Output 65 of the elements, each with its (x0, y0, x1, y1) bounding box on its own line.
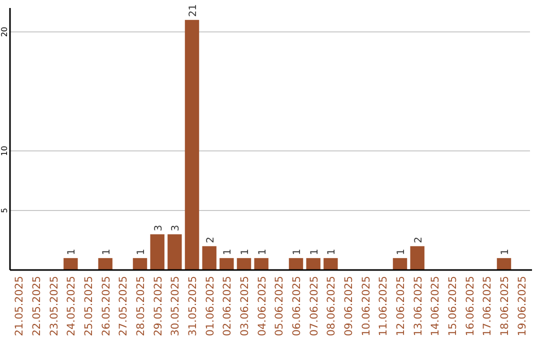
x-tick-label: 02.06.2025 (222, 276, 234, 336)
data-label: 2 (205, 236, 216, 244)
bar (410, 246, 424, 270)
data-label: 1 (326, 248, 338, 256)
x-tick-label: 19.06.2025 (516, 276, 528, 336)
y-tick-label: 5 (0, 208, 9, 213)
x-tick-label: 25.05.2025 (83, 276, 95, 336)
x-tick-label: 14.06.2025 (430, 276, 442, 336)
bar (254, 258, 268, 270)
x-tick-label: 31.05.2025 (187, 276, 199, 336)
x-tick-label: 23.05.2025 (48, 276, 60, 336)
x-tick-label: 30.05.2025 (170, 276, 182, 336)
bar (306, 258, 320, 270)
bar (132, 258, 148, 270)
data-label: 2 (413, 236, 424, 244)
data-label: 1 (396, 248, 407, 256)
x-tick-label: 05.06.2025 (274, 276, 286, 336)
x-tick-label: 03.06.2025 (239, 276, 251, 336)
bar (64, 258, 78, 270)
data-label: 1 (101, 248, 112, 256)
x-tick-label: 01.06.2025 (204, 276, 216, 336)
bar (220, 258, 234, 270)
data-label: 1 (309, 248, 320, 256)
data-label: 21 (188, 4, 199, 17)
x-tick-label: 16.06.2025 (464, 276, 476, 336)
bar (288, 258, 304, 270)
x-tick-label: 26.05.2025 (100, 276, 112, 336)
x-tick-label: 28.05.2025 (135, 276, 147, 336)
x-tick-label: 13.06.2025 (412, 276, 424, 336)
bar (392, 258, 408, 270)
x-tick-label: 09.06.2025 (343, 276, 355, 336)
data-label: 3 (170, 224, 182, 232)
data-label: 1 (222, 248, 234, 256)
data-label: 1 (66, 248, 78, 256)
bar (168, 234, 182, 270)
bar (496, 258, 512, 270)
x-tick-label: 08.06.2025 (326, 276, 338, 336)
data-label: 1 (257, 248, 268, 256)
bar (184, 20, 200, 270)
x-tick-label: 27.05.2025 (118, 276, 130, 336)
x-tick-label: 18.06.2025 (499, 276, 511, 336)
x-tick-label: 11.06.2025 (378, 276, 390, 336)
data-label: 3 (153, 224, 164, 232)
data-label: 1 (500, 248, 511, 256)
x-tick-label: 10.06.2025 (360, 276, 372, 336)
y-tick-label: 10 (0, 146, 9, 156)
bar (236, 258, 252, 270)
x-tick-label: 22.05.2025 (31, 276, 43, 336)
x-tick-label: 04.06.2025 (256, 276, 268, 336)
x-tick-label: 12.06.2025 (395, 276, 407, 336)
bar (98, 258, 112, 270)
x-tick-label: 29.05.2025 (152, 276, 164, 336)
data-label: 1 (136, 248, 147, 256)
bar (202, 246, 216, 270)
data-label: 1 (292, 248, 303, 256)
x-tick-label: 24.05.2025 (66, 276, 78, 336)
x-tick-label: 07.06.2025 (308, 276, 320, 336)
bar (324, 258, 338, 270)
y-tick-label: 20 (0, 26, 9, 37)
x-tick-label: 17.06.2025 (482, 276, 494, 336)
data-label: 1 (240, 248, 251, 256)
x-tick-label: 15.06.2025 (447, 276, 459, 336)
x-tick-label: 21.05.2025 (14, 276, 26, 336)
x-tick-label: 06.06.2025 (291, 276, 303, 336)
bar (150, 234, 164, 270)
